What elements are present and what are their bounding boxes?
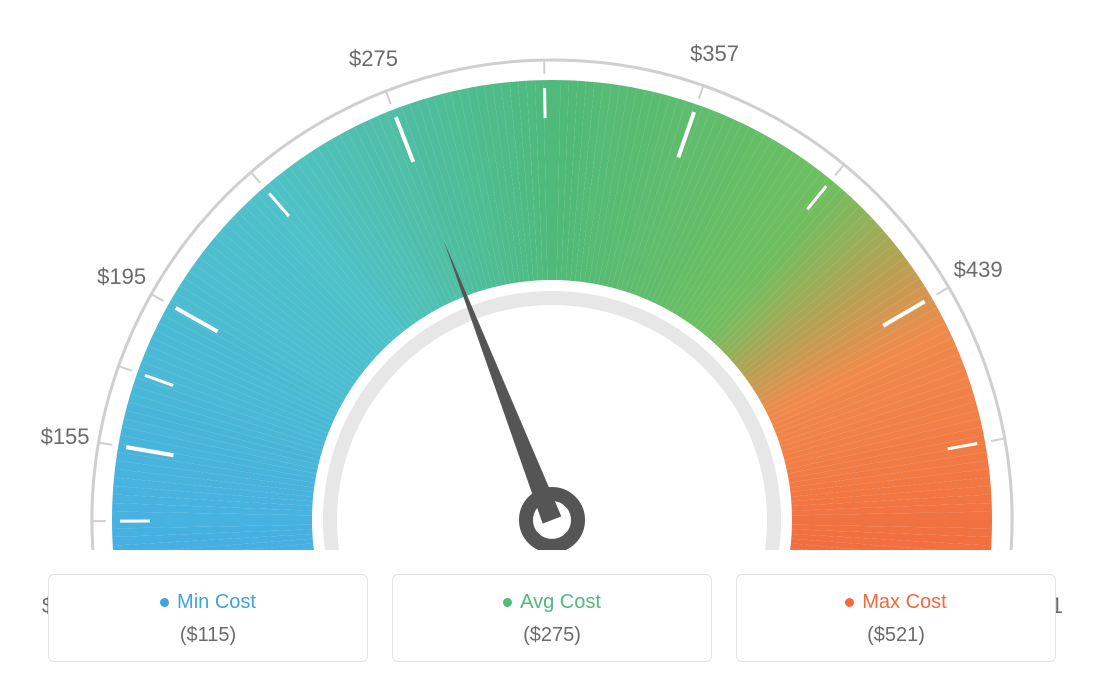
legend-label-max: Max Cost [862,591,946,614]
gauge-svg [52,30,1052,550]
legend-dot-min [160,598,169,607]
gauge-tick-label: $439 [954,257,1003,283]
legend-title-max: Max Cost [845,591,946,614]
legend-value-min: ($115) [49,624,367,647]
gauge-arc [112,80,992,550]
legend-card-min: Min Cost ($115) [48,574,368,662]
gauge-tick-label: $275 [349,46,398,72]
legend-title-avg: Avg Cost [503,591,601,614]
cost-gauge: $115$155$195$275$357$439$521 [52,30,1052,550]
gauge-tick-label: $155 [41,424,90,450]
legend-label-avg: Avg Cost [520,591,601,614]
legend-title-min: Min Cost [160,591,256,614]
legend-row: Min Cost ($115) Avg Cost ($275) Max Cost… [48,574,1056,662]
gauge-tick-label: $357 [690,41,739,67]
legend-value-avg: ($275) [393,624,711,647]
legend-value-max: ($521) [737,624,1055,647]
legend-dot-avg [503,598,512,607]
legend-card-avg: Avg Cost ($275) [392,574,712,662]
legend-dot-max [845,598,854,607]
gauge-tick-label: $195 [97,264,146,290]
legend-card-max: Max Cost ($521) [736,574,1056,662]
legend-label-min: Min Cost [177,591,256,614]
